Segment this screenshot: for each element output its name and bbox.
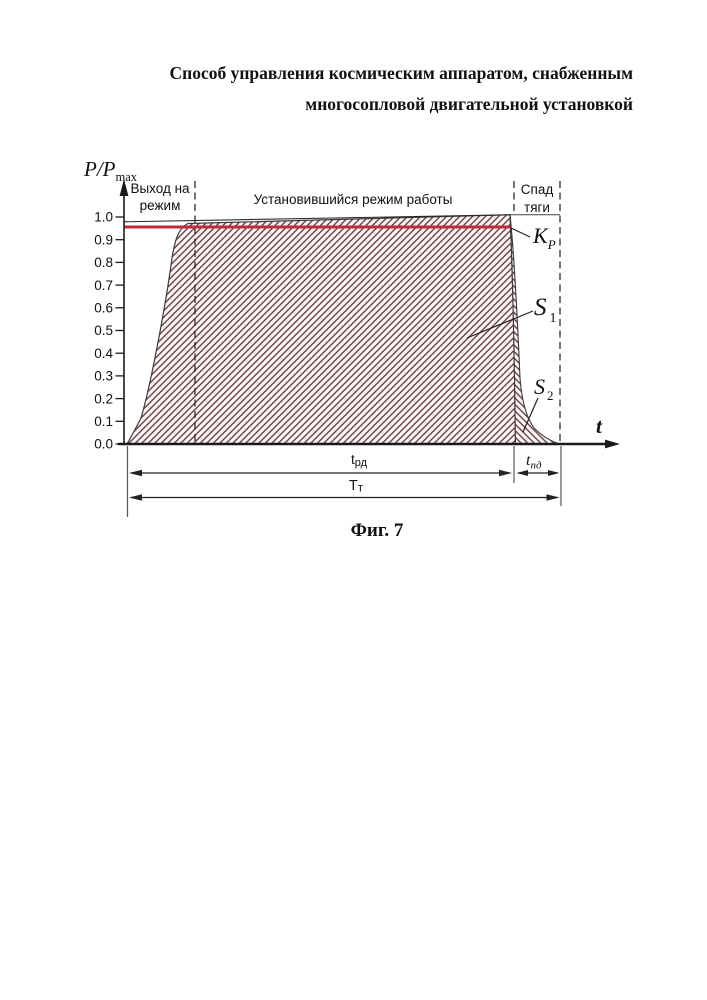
region-label-rampup-line1: Выход на bbox=[130, 181, 190, 196]
dimension-t-pd: tпд bbox=[516, 452, 560, 476]
y-axis-tick-labels: 1.0 0.9 0.8 0.7 0.6 0.5 0.4 0.3 0.2 0.1 … bbox=[94, 210, 113, 452]
T-t-sub: т bbox=[358, 481, 364, 495]
t-rd-label: tрд bbox=[351, 452, 368, 469]
y-axis-label: P/Pmax bbox=[83, 157, 138, 184]
tick-label: 0.8 bbox=[94, 255, 113, 270]
s2-label-sub: 2 bbox=[547, 388, 554, 403]
s1-label-sub: 1 bbox=[550, 311, 557, 326]
document-title-line2: многосопловой двигательной установкой bbox=[305, 94, 633, 114]
region-label-decay-line2: тяги bbox=[524, 200, 550, 215]
y-axis-label-sub: max bbox=[116, 170, 138, 184]
dimension-guide-lines bbox=[126, 446, 562, 517]
x-axis-label: t bbox=[596, 414, 603, 438]
arrowhead-right-icon bbox=[548, 470, 560, 476]
x-axis-arrowhead-icon bbox=[605, 439, 620, 449]
tick-label: 0.9 bbox=[94, 232, 113, 247]
region-label-rampup-line2: режим bbox=[140, 198, 181, 213]
arrowhead-left-icon bbox=[129, 494, 142, 501]
thrust-decay-area-s2 bbox=[509, 214, 559, 445]
figure-caption: Фиг. 7 bbox=[351, 520, 404, 541]
s1-leader-line bbox=[466, 310, 534, 339]
arrowhead-left-icon bbox=[129, 469, 142, 477]
t-pd-sub: пд bbox=[530, 460, 542, 472]
nominal-level-line bbox=[123, 214, 511, 223]
t-pd-base: t bbox=[526, 452, 531, 469]
kp-leader-line bbox=[510, 227, 531, 238]
tick-label: 0.0 bbox=[94, 437, 113, 452]
region-label-steady: Установившийся режим работы bbox=[254, 192, 453, 207]
t-rd-base: t bbox=[351, 452, 355, 467]
T-t-base: Т bbox=[349, 478, 358, 494]
arrowhead-right-icon bbox=[499, 469, 512, 477]
thrust-main-area-s1 bbox=[125, 214, 517, 445]
s2-leader-line bbox=[522, 397, 539, 433]
tick-label: 0.6 bbox=[94, 301, 113, 316]
t-pd-label: tпд bbox=[526, 452, 542, 472]
tick-label: 0.7 bbox=[94, 278, 113, 293]
kp-label-sub: P bbox=[547, 237, 556, 252]
dimension-T-t: Тт bbox=[129, 478, 560, 501]
tick-label: 1.0 bbox=[94, 210, 113, 225]
s1-label-base: S bbox=[534, 294, 547, 321]
dimension-t-rd: tрд bbox=[129, 452, 512, 477]
arrowhead-right-icon bbox=[546, 494, 560, 501]
document-title-line1: Способ управления космическим аппаратом,… bbox=[169, 63, 633, 83]
kp-label-base: K bbox=[532, 223, 549, 248]
tick-label: 0.1 bbox=[94, 414, 113, 429]
tick-label: 0.5 bbox=[94, 323, 113, 338]
tick-label: 0.2 bbox=[94, 391, 113, 406]
tick-label: 0.3 bbox=[94, 369, 113, 384]
kp-label: KP bbox=[532, 223, 556, 252]
y-axis-ticks bbox=[115, 216, 124, 445]
s2-label-base: S bbox=[534, 374, 545, 399]
region-label-decay-line1: Спад bbox=[521, 182, 554, 197]
y-axis-label-main: P/P bbox=[83, 157, 116, 181]
y-axis-arrowhead-icon bbox=[119, 179, 129, 196]
tick-label: 0.4 bbox=[94, 346, 113, 361]
T-t-label: Тт bbox=[349, 478, 364, 495]
t-rd-sub: рд bbox=[355, 457, 368, 469]
arrowhead-left-icon bbox=[516, 470, 528, 476]
